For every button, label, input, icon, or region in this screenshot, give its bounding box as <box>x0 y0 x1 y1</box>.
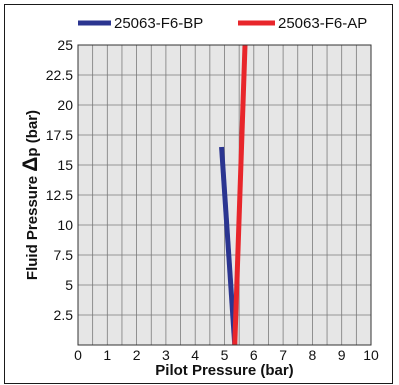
plot-border <box>77 44 372 346</box>
x-tick-label: 10 <box>363 347 379 363</box>
y-axis-title-delta: Δ <box>19 157 42 172</box>
series-layer <box>219 44 248 346</box>
x-axis-ticks: 0 1 2 3 4 5 6 7 8 9 10 <box>74 347 379 363</box>
y-tick-label: 25 <box>57 37 73 53</box>
x-tick-label: 7 <box>279 347 287 363</box>
legend-label: 25063-F6-AP <box>278 15 367 32</box>
y-tick-label: 17.5 <box>46 127 73 143</box>
series-line-25063-F6-BP <box>219 146 238 346</box>
y-axis-ticks: 2.5 5 7.5 10 12.5 15 17.5 20 22.5 25 <box>46 37 73 323</box>
x-tick-label: 4 <box>191 347 199 363</box>
y-tick-label: 2.5 <box>54 307 74 323</box>
x-tick-label: 0 <box>74 347 82 363</box>
y-tick-label: 15 <box>57 157 73 173</box>
x-tick-label: 9 <box>338 347 346 363</box>
figure-border <box>4 4 393 384</box>
y-tick-label: 22.5 <box>46 67 73 83</box>
x-tick-label: 5 <box>221 347 229 363</box>
x-tick-label: 8 <box>309 347 317 363</box>
y-axis-title-suffix: p (bar) <box>24 110 41 157</box>
x-tick-label: 3 <box>162 347 170 363</box>
y-tick-label: 5 <box>65 277 73 293</box>
series-line-25063-F6-AP <box>232 44 248 346</box>
y-axis-title: Fluid Pressure Δp (bar) <box>19 110 42 280</box>
y-axis-title-prefix: Fluid Pressure <box>24 172 41 280</box>
x-axis-title: Pilot Pressure (bar) <box>155 362 293 379</box>
legend: 25063-F6-BP 25063-F6-AP <box>78 15 367 32</box>
x-tick-label: 1 <box>103 347 111 363</box>
y-tick-label: 12.5 <box>46 187 73 203</box>
y-tick-label: 10 <box>57 217 73 233</box>
x-tick-label: 6 <box>250 347 258 363</box>
legend-label: 25063-F6-BP <box>114 15 203 32</box>
y-tick-label: 20 <box>57 97 73 113</box>
x-tick-label: 2 <box>133 347 141 363</box>
y-tick-label: 7.5 <box>54 247 74 263</box>
